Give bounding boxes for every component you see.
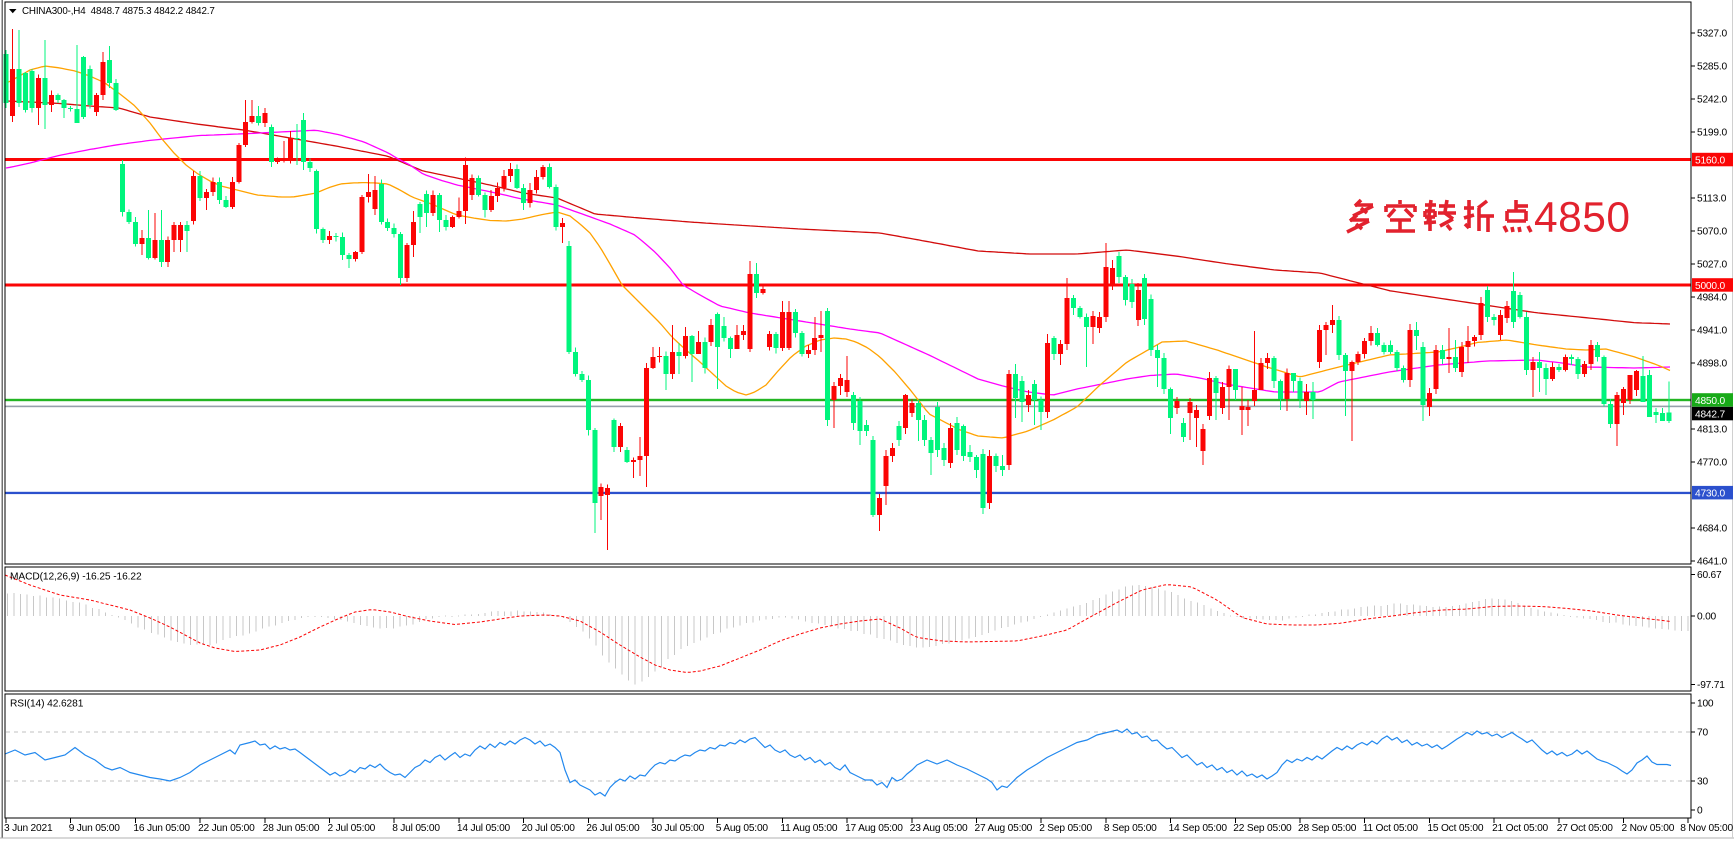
svg-text:4850.0: 4850.0	[1695, 396, 1725, 407]
svg-text:CHINA300-,H4 4848.7 4875.3 48: CHINA300-,H4 4848.7 4875.3 4842.2 4842.7	[22, 6, 215, 17]
svg-text:11 Aug 05:00: 11 Aug 05:00	[780, 823, 837, 834]
svg-text:22 Jun 05:00: 22 Jun 05:00	[198, 823, 255, 834]
svg-text:28 Sep 05:00: 28 Sep 05:00	[1298, 823, 1357, 834]
svg-text:27 Oct 05:00: 27 Oct 05:00	[1557, 823, 1613, 834]
svg-text:60.67: 60.67	[1697, 570, 1722, 581]
svg-text:5285.0: 5285.0	[1697, 62, 1727, 73]
svg-text:4984.0: 4984.0	[1697, 293, 1727, 304]
svg-text:4813.0: 4813.0	[1697, 425, 1727, 436]
svg-text:4898.0: 4898.0	[1697, 359, 1727, 370]
svg-text:4641.0: 4641.0	[1697, 557, 1727, 568]
svg-text:21 Oct 05:00: 21 Oct 05:00	[1492, 823, 1548, 834]
svg-text:2 Sep 05:00: 2 Sep 05:00	[1039, 823, 1092, 834]
svg-text:14 Sep 05:00: 14 Sep 05:00	[1169, 823, 1228, 834]
svg-text:23 Aug 05:00: 23 Aug 05:00	[910, 823, 968, 834]
svg-text:4850: 4850	[1534, 195, 1631, 242]
svg-text:14 Jul 05:00: 14 Jul 05:00	[457, 823, 511, 834]
svg-text:8 Nov 05:00: 8 Nov 05:00	[1680, 823, 1733, 834]
svg-text:22 Sep 05:00: 22 Sep 05:00	[1233, 823, 1292, 834]
svg-text:5027.0: 5027.0	[1697, 260, 1727, 271]
svg-text:28 Jun 05:00: 28 Jun 05:00	[263, 823, 320, 834]
svg-text:0: 0	[1697, 806, 1703, 817]
svg-text:5 Aug 05:00: 5 Aug 05:00	[716, 823, 769, 834]
svg-text:2 Jul 05:00: 2 Jul 05:00	[328, 823, 376, 834]
svg-text:15 Oct 05:00: 15 Oct 05:00	[1427, 823, 1483, 834]
svg-text:MACD(12,26,9) -16.25 -16.22: MACD(12,26,9) -16.25 -16.22	[10, 572, 142, 583]
svg-text:4770.0: 4770.0	[1697, 458, 1727, 469]
svg-text:4684.0: 4684.0	[1697, 524, 1727, 535]
svg-text:5242.0: 5242.0	[1697, 95, 1727, 106]
svg-text:3 Jun 2021: 3 Jun 2021	[4, 823, 53, 834]
svg-text:4941.0: 4941.0	[1697, 326, 1727, 337]
svg-text:5000.0: 5000.0	[1695, 281, 1725, 292]
svg-text:100: 100	[1697, 699, 1714, 710]
svg-text:4842.7: 4842.7	[1695, 409, 1725, 420]
svg-text:5070.0: 5070.0	[1697, 227, 1727, 238]
svg-text:RSI(14) 42.6281: RSI(14) 42.6281	[10, 699, 84, 710]
svg-text:0.00: 0.00	[1697, 612, 1717, 623]
svg-text:5199.0: 5199.0	[1697, 128, 1727, 139]
svg-text:11 Oct 05:00: 11 Oct 05:00	[1363, 823, 1419, 834]
svg-text:17 Aug 05:00: 17 Aug 05:00	[845, 823, 903, 834]
svg-text:8 Sep 05:00: 8 Sep 05:00	[1104, 823, 1157, 834]
svg-text:20 Jul 05:00: 20 Jul 05:00	[522, 823, 576, 834]
svg-text:30 Jul 05:00: 30 Jul 05:00	[651, 823, 705, 834]
svg-text:27 Aug 05:00: 27 Aug 05:00	[975, 823, 1033, 834]
svg-text:8 Jul 05:00: 8 Jul 05:00	[392, 823, 440, 834]
svg-text:30: 30	[1697, 777, 1708, 788]
svg-text:2 Nov 05:00: 2 Nov 05:00	[1622, 823, 1675, 834]
svg-text:5327.0: 5327.0	[1697, 29, 1727, 40]
svg-text:5160.0: 5160.0	[1695, 155, 1725, 166]
svg-text:5113.0: 5113.0	[1697, 194, 1727, 205]
svg-text:16 Jun 05:00: 16 Jun 05:00	[133, 823, 190, 834]
svg-text:4730.0: 4730.0	[1695, 488, 1725, 499]
svg-text:9 Jun 05:00: 9 Jun 05:00	[69, 823, 121, 834]
svg-text:-97.71: -97.71	[1697, 680, 1725, 691]
svg-text:70: 70	[1697, 728, 1708, 739]
svg-text:26 Jul 05:00: 26 Jul 05:00	[586, 823, 640, 834]
